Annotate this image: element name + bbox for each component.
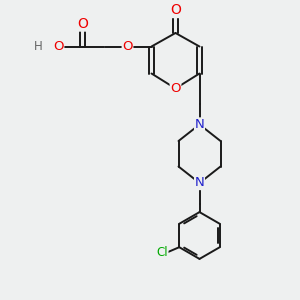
Text: O: O	[53, 40, 64, 53]
Text: O: O	[77, 17, 88, 31]
Text: Cl: Cl	[156, 246, 168, 259]
Text: O: O	[170, 4, 181, 17]
Text: O: O	[122, 40, 133, 53]
Text: H: H	[34, 40, 43, 53]
Text: N: N	[195, 176, 204, 190]
Text: N: N	[195, 118, 204, 131]
Text: O: O	[170, 82, 181, 95]
